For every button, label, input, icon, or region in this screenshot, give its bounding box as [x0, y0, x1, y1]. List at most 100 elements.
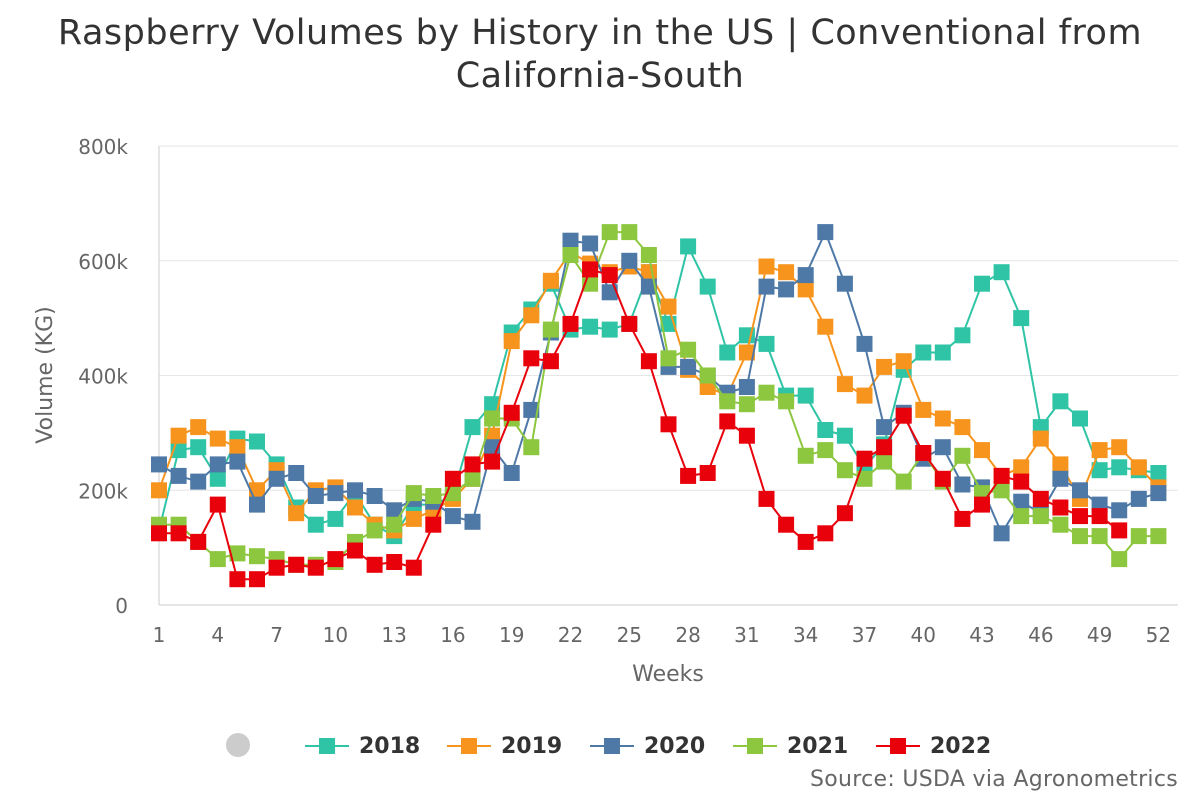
- data-point-2020[interactable]: [170, 467, 187, 484]
- data-point-2020[interactable]: [366, 488, 383, 504]
- data-point-2020[interactable]: [562, 232, 579, 249]
- data-point-2022[interactable]: [778, 516, 795, 533]
- data-point-2019[interactable]: [1013, 459, 1030, 476]
- data-point-2021[interactable]: [856, 470, 873, 487]
- data-point-2019[interactable]: [836, 376, 853, 393]
- data-point-2019[interactable]: [1091, 442, 1108, 459]
- data-point-2021[interactable]: [993, 482, 1010, 499]
- data-point-2020[interactable]: [836, 275, 853, 292]
- data-point-2020[interactable]: [1052, 470, 1069, 487]
- data-point-2019[interactable]: [229, 439, 246, 456]
- data-point-2020[interactable]: [503, 465, 520, 481]
- data-point-2021[interactable]: [1052, 516, 1069, 533]
- data-point-2022[interactable]: [719, 413, 736, 430]
- data-point-2020[interactable]: [249, 496, 265, 513]
- data-point-2018[interactable]: [797, 387, 814, 404]
- legend-item-2021[interactable]: 2021: [733, 728, 848, 764]
- data-point-2018[interactable]: [1111, 459, 1128, 476]
- data-point-2021[interactable]: [876, 453, 893, 470]
- data-point-2018[interactable]: [993, 264, 1010, 281]
- data-point-2019[interactable]: [758, 258, 775, 275]
- data-point-2019[interactable]: [151, 482, 167, 499]
- data-point-2019[interactable]: [209, 430, 226, 447]
- data-point-2021[interactable]: [366, 522, 383, 539]
- data-point-2019[interactable]: [405, 510, 422, 527]
- data-point-2019[interactable]: [523, 307, 540, 324]
- data-point-2022[interactable]: [738, 427, 755, 444]
- data-point-2020[interactable]: [758, 278, 775, 295]
- data-point-2020[interactable]: [268, 470, 285, 487]
- data-point-2022[interactable]: [405, 559, 422, 576]
- data-point-2020[interactable]: [288, 465, 305, 481]
- data-point-2021[interactable]: [425, 488, 442, 504]
- data-point-2021[interactable]: [601, 224, 618, 241]
- data-point-2019[interactable]: [954, 419, 971, 436]
- data-point-2019[interactable]: [170, 427, 187, 444]
- data-point-2022[interactable]: [327, 551, 344, 568]
- data-point-2021[interactable]: [621, 224, 638, 241]
- data-point-2021[interactable]: [209, 551, 226, 568]
- data-point-2019[interactable]: [1052, 456, 1069, 473]
- data-point-2018[interactable]: [190, 439, 207, 456]
- data-point-2022[interactable]: [993, 467, 1010, 484]
- data-point-2018[interactable]: [1052, 393, 1069, 410]
- data-point-2022[interactable]: [366, 556, 383, 573]
- data-point-2021[interactable]: [660, 350, 677, 367]
- data-point-2018[interactable]: [249, 433, 265, 450]
- data-point-2021[interactable]: [405, 485, 422, 502]
- data-point-2020[interactable]: [680, 358, 697, 375]
- data-point-2022[interactable]: [523, 350, 540, 367]
- data-point-2018[interactable]: [699, 278, 716, 295]
- data-point-2020[interactable]: [582, 235, 599, 252]
- data-point-2022[interactable]: [1072, 508, 1088, 525]
- data-point-2022[interactable]: [797, 533, 814, 550]
- data-point-2022[interactable]: [1091, 508, 1108, 525]
- data-point-2021[interactable]: [542, 321, 559, 338]
- data-point-2022[interactable]: [151, 525, 167, 542]
- data-point-2022[interactable]: [425, 516, 442, 533]
- data-point-2022[interactable]: [347, 542, 363, 559]
- data-point-2022[interactable]: [934, 470, 951, 487]
- data-point-2021[interactable]: [464, 470, 481, 487]
- data-point-2022[interactable]: [503, 404, 520, 421]
- data-point-2019[interactable]: [934, 410, 951, 427]
- data-point-2020[interactable]: [1150, 485, 1167, 502]
- data-point-2021[interactable]: [249, 548, 265, 565]
- data-point-2020[interactable]: [856, 335, 873, 352]
- data-point-2019[interactable]: [915, 401, 932, 418]
- data-point-2021[interactable]: [738, 396, 755, 413]
- data-point-2021[interactable]: [1130, 528, 1147, 545]
- data-point-2020[interactable]: [307, 488, 324, 504]
- data-point-2018[interactable]: [1013, 310, 1030, 327]
- data-point-2021[interactable]: [523, 439, 540, 456]
- data-point-2022[interactable]: [288, 556, 305, 573]
- data-point-2018[interactable]: [680, 238, 697, 255]
- data-point-2022[interactable]: [974, 496, 990, 513]
- data-point-2019[interactable]: [1032, 430, 1049, 447]
- data-point-2022[interactable]: [876, 439, 893, 456]
- data-point-2019[interactable]: [778, 264, 795, 281]
- data-point-2020[interactable]: [347, 482, 363, 499]
- data-point-2022[interactable]: [464, 456, 481, 473]
- data-point-2022[interactable]: [856, 450, 873, 467]
- data-point-2020[interactable]: [876, 419, 893, 436]
- data-point-2021[interactable]: [386, 516, 403, 533]
- data-point-2019[interactable]: [1111, 439, 1128, 456]
- data-point-2022[interactable]: [562, 315, 579, 332]
- data-point-2018[interactable]: [817, 422, 834, 438]
- data-point-2022[interactable]: [1052, 499, 1069, 516]
- data-point-2022[interactable]: [209, 496, 226, 513]
- data-point-2021[interactable]: [778, 393, 795, 410]
- data-point-2022[interactable]: [484, 453, 501, 470]
- data-point-2022[interactable]: [582, 261, 599, 278]
- data-point-2020[interactable]: [523, 401, 540, 418]
- data-point-2020[interactable]: [1072, 482, 1088, 499]
- data-point-2021[interactable]: [836, 462, 853, 479]
- data-point-2022[interactable]: [249, 571, 265, 588]
- data-point-2020[interactable]: [444, 508, 461, 525]
- legend-item-2018[interactable]: 2018: [305, 728, 420, 764]
- data-point-2021[interactable]: [229, 545, 246, 562]
- data-point-2020[interactable]: [797, 267, 814, 284]
- data-point-2020[interactable]: [993, 525, 1010, 542]
- data-point-2019[interactable]: [288, 505, 305, 522]
